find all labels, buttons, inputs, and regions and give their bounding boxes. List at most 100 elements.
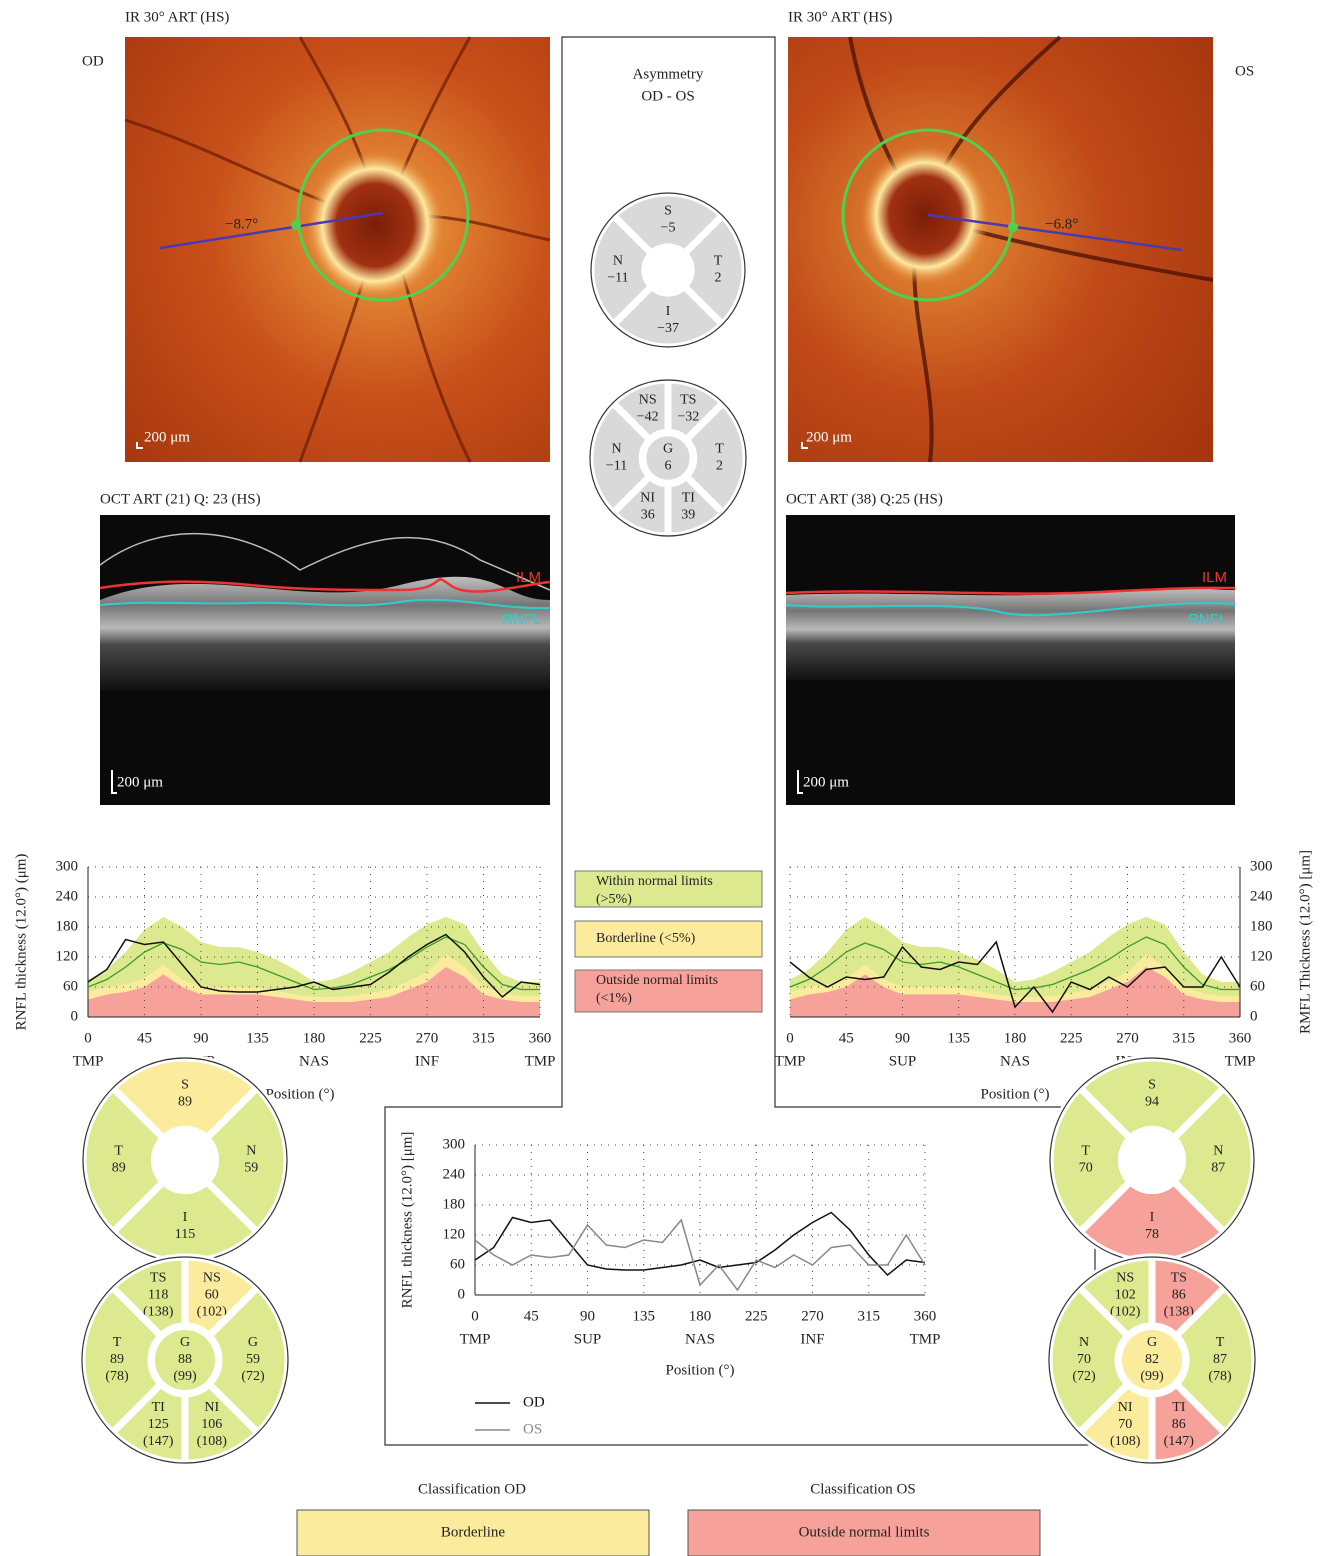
eye-label: OS [1235,63,1254,79]
sector-value: 70 [1077,1352,1091,1367]
region-label: TMP [73,1053,104,1069]
sector-value: 70 [1079,1161,1093,1176]
sector-value: −42 [637,410,659,425]
image-title: IR 30° ART (HS) [125,9,229,25]
sector-value: 39 [681,508,695,523]
sector-normal: (72) [241,1369,265,1384]
sector-normal: (138) [143,1305,174,1320]
sector-value: 2 [715,271,722,286]
x-tick-label: 270 [801,1308,824,1324]
sector-value: 70 [1118,1417,1132,1432]
sector-value: 87 [1213,1352,1227,1367]
y-tick-label: 240 [1250,888,1273,904]
x-tick-label: 0 [471,1308,479,1324]
x-axis-label: Position (°) [666,1362,735,1378]
region-label: INF [415,1053,439,1069]
x-tick-label: 315 [472,1030,495,1046]
sector-label: TS [150,1271,166,1286]
sector-value: 36 [641,508,655,523]
sector-label: T [714,254,723,269]
x-tick-label: 135 [246,1030,269,1046]
profile-chart: 06012018024030004590135180225270315360TM… [443,1136,941,1347]
y-tick-label: 120 [443,1226,466,1242]
sector-value: −32 [677,410,699,425]
sector-chart: NS102(102)TS86(138)T87(78)TI86(147)NI70(… [1049,1257,1255,1463]
scale-label: 200 μm [144,429,190,445]
ilm-label: ILM [1202,569,1227,586]
sector-label: N [611,442,621,457]
sector-value: 125 [148,1417,169,1432]
region-label: NAS [1000,1053,1030,1069]
x-tick-label: 0 [84,1030,92,1046]
sector-value: 89 [178,1094,192,1109]
image-title: IR 30° ART (HS) [788,9,892,25]
sector-label: S [1148,1077,1156,1092]
sector-label: G [248,1335,258,1350]
scale-label: 200 μm [117,774,163,790]
y-axis-label: RNFL thickness (12.0°) [μm] [399,1132,415,1309]
sector-label: G [180,1335,190,1350]
sector-normal: (99) [173,1369,197,1384]
sector-value: 60 [205,1288,219,1303]
x-tick-label: 360 [1229,1030,1252,1046]
retina-layers [100,577,550,690]
sector-label: TS [680,393,696,408]
sector-label: TI [152,1400,166,1415]
sector-value: −11 [606,459,627,474]
sector-label: G [663,442,673,457]
legend-label: Borderline (<5%) [596,931,696,946]
marker [291,220,301,230]
sector-chart: TS118(138)NS60(102)G59(72)NI106(108)TI12… [82,1257,288,1463]
x-tick-label: 270 [416,1030,439,1046]
x-tick-label: 225 [745,1308,768,1324]
x-tick-label: 270 [1116,1030,1139,1046]
report: IR 30° ART (HS) OD −8.7° 200 μm IR 30° A… [0,0,1328,1556]
y-axis-label: RNFL thickness (12.0°) (μm) [13,854,29,1031]
sector-label: NI [640,491,655,506]
y-axis-label: RMFL Thickness (12.0°) [μm] [1297,850,1313,1034]
sector-label: N [1079,1335,1089,1350]
sector-label: TS [1171,1271,1187,1286]
sector-normal: (78) [105,1369,129,1384]
sector-label: I [666,304,671,319]
y-tick-label: 240 [56,888,79,904]
x-tick-label: 45 [524,1308,539,1324]
sector-value: 89 [110,1352,124,1367]
sector-value: 89 [112,1161,126,1176]
sector-value: 82 [1145,1352,1159,1367]
sector-label: T [113,1335,122,1350]
legend-note: (>5%) [596,892,632,907]
x-tick-label: 315 [858,1308,881,1324]
rnfl-label: RNFL [502,611,541,628]
y-tick-label: 180 [56,918,79,934]
region-label: NAS [685,1331,715,1347]
retina-layers [786,588,1235,680]
x-tick-label: 360 [529,1030,552,1046]
angle-label: −8.7° [225,216,258,232]
sector-normal: (72) [1072,1369,1096,1384]
sector-label: T [114,1144,123,1159]
sector-value: 87 [1211,1161,1225,1176]
x-tick-label: 135 [948,1030,971,1046]
sector-label: TI [682,491,696,506]
y-tick-label: 180 [1250,918,1273,934]
sector-value: −5 [661,221,676,236]
y-tick-label: 0 [71,1008,79,1024]
x-tick-label: 225 [1060,1030,1083,1046]
optic-disc [860,145,990,285]
x-tick-label: 135 [633,1308,656,1324]
legend-label: OS [523,1421,542,1437]
sector-value: 86 [1172,1417,1186,1432]
sector-normal: (138) [1164,1305,1195,1320]
eye-label: OD [82,53,104,69]
sector-label: TI [1172,1400,1186,1415]
sector-value: 78 [1145,1227,1159,1242]
sector-normal: (102) [1110,1305,1141,1320]
sector-chart: S94N87I78T70 [1050,1058,1254,1262]
x-tick-label: 225 [359,1030,382,1046]
sector-value: 106 [201,1417,222,1432]
profile-chart: 06012018024030004590135180225270315360TM… [56,858,556,1069]
asymmetry-subtitle: OD - OS [641,88,694,104]
sector-label: NS [639,393,657,408]
